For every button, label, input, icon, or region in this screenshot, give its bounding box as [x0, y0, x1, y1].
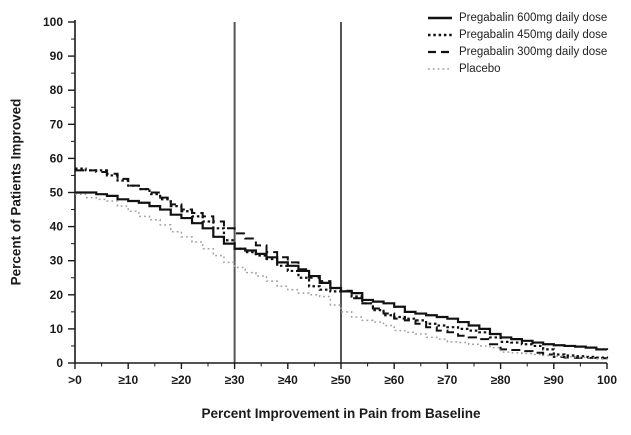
legend-item-pregabalin-450: Pregabalin 450mg daily dose: [427, 26, 607, 43]
y-tick-label: 40: [50, 220, 64, 234]
fine-dotted-line-icon: [428, 67, 452, 70]
legend-label-pregabalin-300: Pregabalin 300mg daily dose: [459, 45, 608, 58]
x-tick-label: ≥30: [225, 373, 245, 387]
y-axis-title: Percent of Patients Improved: [8, 98, 24, 286]
x-tick-label: ≥40: [278, 373, 298, 387]
legend: Pregabalin 600mg daily dose Pregabalin 4…: [427, 9, 607, 77]
y-tick-label: 80: [50, 83, 64, 97]
legend-label-placebo: Placebo: [459, 62, 501, 75]
legend-item-pregabalin-300: Pregabalin 300mg daily dose: [427, 43, 607, 60]
legend-item-placebo: Placebo: [427, 60, 607, 77]
y-tick-label: 50: [50, 186, 64, 200]
x-tick-label: ≥60: [384, 373, 404, 387]
y-tick-label: 30: [50, 254, 64, 268]
x-tick-label: ≥20: [171, 373, 191, 387]
legend-label-pregabalin-600: Pregabalin 600mg daily dose: [459, 11, 608, 24]
y-tick-label: 0: [56, 356, 63, 370]
x-axis-title: Percent Improvement in Pain from Baselin…: [201, 406, 481, 421]
x-tick-label: ≥70: [437, 373, 457, 387]
x-tick-label: 100: [597, 373, 617, 387]
dotted-line-icon: [428, 33, 452, 36]
y-tick-label: 70: [50, 117, 64, 131]
y-tick-label: 60: [50, 151, 64, 165]
y-tick-label: 10: [50, 322, 64, 336]
x-tick-label: ≥50: [331, 373, 351, 387]
x-tick-label: >0: [68, 373, 82, 387]
solid-line-icon: [428, 16, 452, 19]
dashed-line-icon: [428, 50, 452, 53]
legend-label-pregabalin-450: Pregabalin 450mg daily dose: [459, 28, 608, 41]
legend-item-pregabalin-600: Pregabalin 600mg daily dose: [427, 9, 607, 26]
x-tick-label: ≥80: [491, 373, 511, 387]
x-tick-label: ≥90: [544, 373, 564, 387]
series-line-placebo: [75, 193, 608, 360]
y-tick-label: 90: [50, 49, 64, 63]
y-tick-label: 20: [50, 288, 64, 302]
x-tick-label: ≥10: [118, 373, 138, 387]
y-tick-label: 100: [43, 15, 63, 29]
series-line-pregabalin-300: [75, 169, 608, 360]
